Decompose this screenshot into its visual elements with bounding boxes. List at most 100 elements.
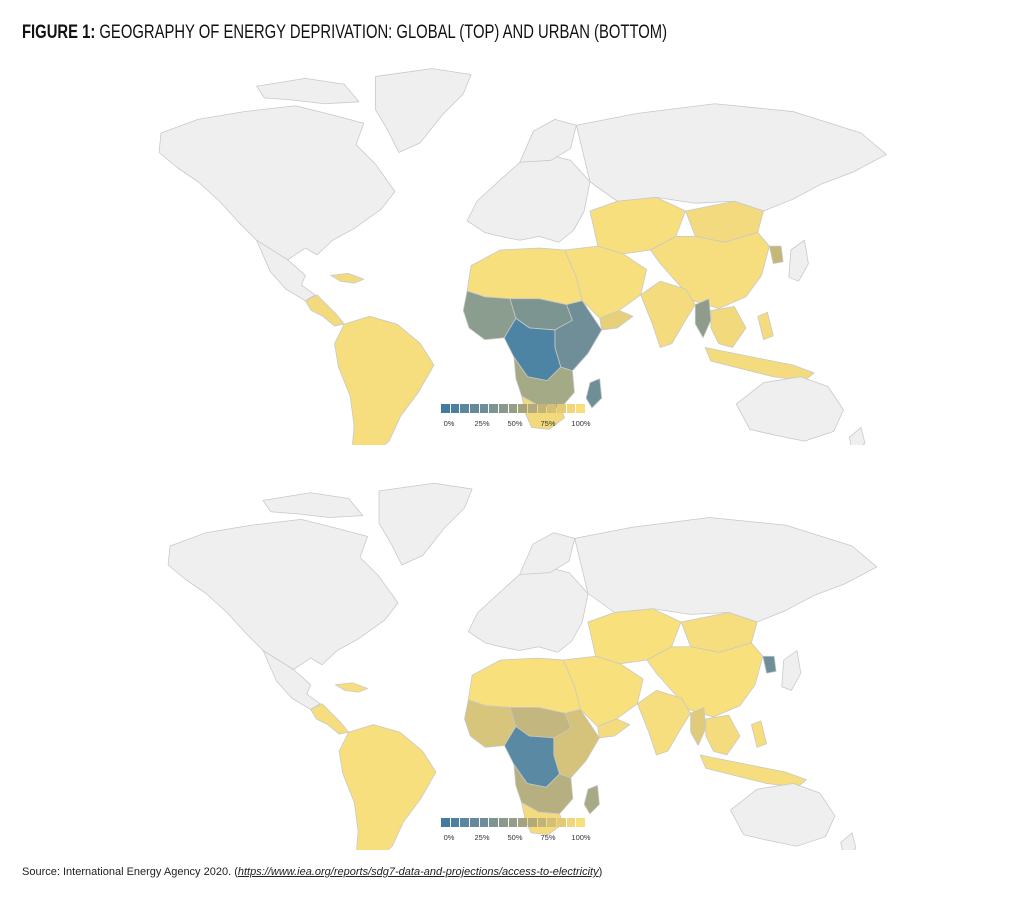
region-yemen (597, 718, 631, 739)
legend-tick-label: 75% (540, 833, 556, 842)
legend-swatch (528, 404, 537, 413)
region-europe (467, 566, 589, 653)
legend-swatch (450, 404, 460, 413)
region-central-america (304, 294, 345, 327)
legend-color-bar (441, 818, 586, 827)
legend-swatch (528, 818, 537, 827)
region-arctic-islands (262, 492, 364, 518)
legend-swatch (499, 404, 508, 413)
region-north-america (167, 519, 399, 670)
legend-swatch (537, 818, 547, 827)
region-mexico (256, 239, 316, 302)
legend-swatch (489, 404, 499, 413)
region-southeast-asia (710, 306, 747, 348)
legend-swatch (460, 818, 470, 827)
legend-swatch (557, 404, 566, 413)
legend-tick-label: 0% (443, 833, 455, 842)
legend-swatch (508, 404, 518, 413)
region-south-asia (640, 280, 696, 348)
region-southern-africa (513, 356, 575, 409)
source-close: ) (598, 866, 603, 878)
legend-global: 0% 25% 50% 75% 100% (441, 404, 591, 433)
legend-swatch (576, 404, 586, 413)
legend-swatch (479, 818, 489, 827)
region-china (646, 642, 764, 718)
region-madagascar (585, 378, 603, 409)
source-link[interactable]: https://www.iea.org/reports/sdg7-data-an… (237, 866, 599, 878)
legend-tick-label: 75% (540, 419, 556, 428)
region-southeast-asia (705, 714, 741, 756)
region-china (650, 232, 770, 309)
legend-swatch (518, 404, 528, 413)
region-philippines (751, 720, 767, 748)
legend-swatch (450, 818, 460, 827)
legend-swatch (470, 818, 479, 827)
legend-tick-label: 25% (474, 833, 490, 842)
figure-label: FIGURE 1: (22, 22, 96, 43)
global-map (0, 55, 1024, 463)
region-europe (466, 154, 591, 243)
region-north-africa (466, 247, 583, 305)
legend-ticks: 0% 25% 50% 75% 100% (441, 833, 591, 847)
region-greenland (378, 482, 473, 566)
legend-swatch (508, 818, 518, 827)
region-north-korea (769, 245, 784, 265)
region-myanmar (694, 298, 712, 339)
legend-tick-label: 100% (571, 833, 591, 842)
legend-swatch (460, 404, 470, 413)
figure-title: FIGURE 1: GEOGRAPHY OF ENERGY DEPRIVATIO… (22, 22, 667, 44)
region-russia (575, 103, 887, 212)
legend-swatch (537, 404, 547, 413)
legend-tick-label: 50% (507, 419, 523, 428)
legend-swatch (499, 818, 508, 827)
figure-title-text: GEOGRAPHY OF ENERGY DEPRIVATION: GLOBAL … (99, 22, 668, 43)
legend-swatch (576, 818, 586, 827)
legend-urban: 0% 25% 50% 75% 100% (441, 818, 591, 847)
region-arctic-islands (256, 78, 360, 105)
region-north-africa (467, 657, 581, 714)
region-myanmar (690, 707, 707, 746)
legend-ticks: 0% 25% 50% 75% 100% (441, 419, 591, 433)
legend-tick-label: 25% (474, 419, 490, 428)
legend-color-bar (441, 404, 586, 413)
region-north-america (158, 105, 396, 261)
legend-swatch (518, 818, 528, 827)
region-scandinavia (519, 532, 576, 575)
urban-map (0, 470, 1024, 868)
region-japan (788, 239, 809, 282)
region-central-america (310, 703, 349, 735)
region-southern-africa (513, 764, 574, 815)
legend-swatch (479, 404, 489, 413)
region-indonesia (699, 754, 807, 788)
region-indonesia (704, 347, 815, 382)
region-japan (781, 650, 802, 691)
legend-swatch (441, 404, 450, 413)
region-australia (735, 376, 844, 442)
source-text: Source: International Energy Agency 2020… (22, 866, 238, 878)
region-south-america (334, 315, 435, 463)
legend-swatch (441, 818, 450, 827)
region-new-zealand (848, 427, 866, 456)
legend-swatch (547, 404, 557, 413)
region-mexico (262, 650, 321, 710)
region-new-zealand (840, 832, 857, 860)
region-australia (730, 783, 836, 847)
legend-swatch (566, 818, 576, 827)
region-south-asia (637, 690, 691, 756)
legend-swatch (470, 404, 479, 413)
legend-tick-label: 100% (571, 419, 591, 428)
region-caribbean (334, 682, 368, 693)
region-greenland (375, 68, 472, 153)
legend-tick-label: 50% (507, 833, 523, 842)
legend-swatch (566, 404, 576, 413)
region-north-korea (762, 655, 777, 674)
legend-swatch (489, 818, 499, 827)
region-caribbean (330, 273, 365, 284)
legend-swatch (557, 818, 566, 827)
region-madagascar (583, 785, 600, 815)
source-note: Source: International Energy Agency 2020… (22, 866, 602, 878)
region-south-america (338, 724, 437, 868)
region-scandinavia (519, 118, 577, 163)
region-philippines (757, 312, 774, 341)
legend-swatch (547, 818, 557, 827)
